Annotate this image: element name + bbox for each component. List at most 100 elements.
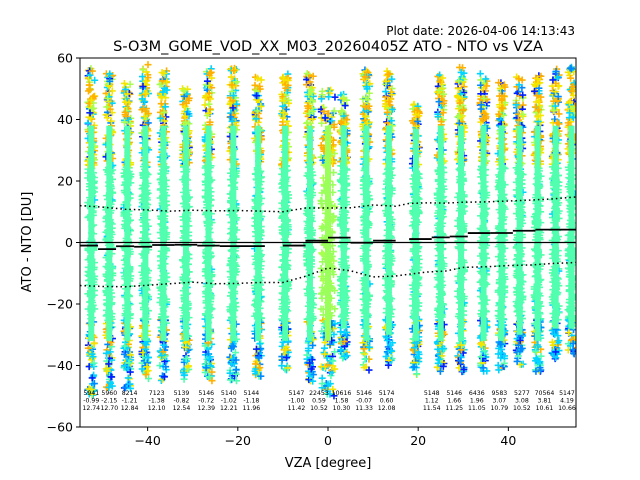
scatter-point (201, 101, 209, 109)
scatter-point (161, 103, 169, 111)
scatter-point (121, 118, 129, 126)
scatter-point (142, 89, 150, 97)
scatter-point (108, 382, 116, 390)
scatter-point (180, 87, 188, 95)
scatter-point (227, 73, 235, 81)
scatter-point (88, 390, 96, 398)
scatter-point (86, 109, 94, 117)
scatter-point (90, 340, 98, 348)
scatter-point (228, 87, 236, 95)
scatter-point (124, 374, 132, 382)
scatter-point (305, 71, 313, 79)
scatter-column (359, 66, 374, 374)
scatter-column (476, 70, 491, 375)
scatter-point (228, 81, 236, 89)
scatter-column (251, 73, 266, 380)
scatter-point (205, 100, 213, 108)
scatter-point (90, 359, 98, 367)
scatter-column-core (182, 125, 189, 341)
scatter-column-core (437, 125, 444, 341)
scatter-point (182, 118, 190, 126)
scatter-point (204, 109, 212, 117)
scatter-point (160, 108, 168, 116)
scatter-point (143, 363, 151, 371)
scatter-column-core (106, 125, 113, 341)
scatter-point (285, 99, 293, 107)
scatter-point (252, 115, 260, 123)
scatter-point (202, 92, 210, 100)
scatter-point (156, 362, 164, 370)
scatter-point (305, 376, 313, 384)
scatter-point (122, 85, 130, 93)
scatter-point (108, 373, 116, 381)
scatter-point (254, 74, 262, 82)
scatter-point (120, 79, 128, 87)
scatter-column (278, 70, 293, 374)
scatter-point (126, 380, 134, 388)
scatter-point (157, 376, 165, 384)
scatter-column-core (88, 125, 95, 341)
scatter-point (228, 360, 236, 368)
scatter-point (203, 77, 211, 85)
scatter-column-core (363, 125, 370, 341)
scatter-point (160, 117, 168, 125)
scatter-point (162, 363, 170, 371)
scatter-point (85, 113, 93, 121)
scatter-point (144, 119, 152, 127)
scatter-point (158, 77, 166, 85)
scatter-point (121, 384, 129, 392)
scatter-point (202, 364, 210, 372)
scatter-point (121, 362, 129, 370)
scatter-point (184, 363, 192, 371)
scatter-column-core (124, 125, 131, 341)
scatter-column-core (282, 125, 289, 341)
scatter-point (180, 371, 188, 379)
scatter-point (105, 360, 113, 368)
scatter-column (336, 90, 351, 362)
scatter-column (179, 85, 193, 383)
scatter-point (226, 376, 234, 384)
scatter-point (103, 114, 111, 122)
scatter-point (282, 346, 290, 354)
scatter-point (207, 68, 215, 76)
scatter-point (257, 372, 265, 380)
scatter-point (256, 85, 264, 93)
scatter-point (102, 349, 110, 357)
scatter-point (159, 88, 167, 96)
scatter-point (142, 371, 150, 379)
scatter-point (303, 351, 311, 359)
scatter-point (284, 364, 292, 372)
scatter-point (88, 350, 96, 358)
scatter-point (341, 102, 349, 110)
scatter-column (454, 63, 468, 376)
scatter-column (302, 70, 317, 385)
scatter-column-core (325, 125, 331, 341)
scatter-point (252, 345, 260, 353)
scatter-point (278, 362, 286, 370)
scatter-column-core (458, 125, 465, 341)
scatter-point (252, 365, 260, 373)
scatter-column (494, 79, 509, 374)
scatter-point (253, 92, 261, 100)
scatter-column-core (255, 125, 262, 341)
scatter-point (156, 114, 164, 122)
scatter-point (84, 344, 92, 352)
scatter-point (202, 81, 210, 89)
scatter-point (256, 364, 264, 372)
scatter-point (142, 77, 150, 85)
scatter-point (230, 92, 238, 100)
scatter-point (206, 362, 214, 370)
scatter-point (157, 100, 165, 108)
scatter-column-core (160, 125, 167, 341)
scatter-point (309, 341, 317, 349)
scatter-point (229, 82, 237, 90)
scatter-point (413, 370, 421, 378)
scatter-column (381, 67, 396, 369)
scatter-point (141, 113, 149, 121)
scatter-point (255, 354, 263, 362)
scatter-column (102, 70, 117, 392)
scatter-point (125, 359, 133, 367)
scatter-point (120, 350, 128, 358)
scatter-column (201, 65, 216, 385)
scatter-column-core (412, 128, 419, 341)
